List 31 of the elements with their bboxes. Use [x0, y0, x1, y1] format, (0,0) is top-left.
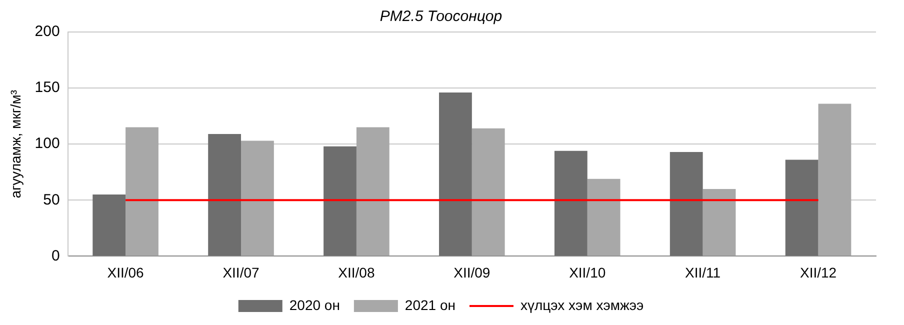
bar	[702, 188, 736, 256]
legend-label: хүлцэх хэм хэмжээ	[520, 296, 644, 313]
legend-label: 2021 он	[404, 296, 456, 313]
y-axis-title: агууламж, мкг/м³	[7, 90, 24, 198]
x-tick-label: XII/06	[107, 264, 144, 280]
bar	[241, 140, 274, 256]
bar	[126, 127, 158, 256]
x-tick-label: XII/08	[338, 264, 375, 280]
bar	[587, 178, 620, 256]
x-tick-label: XII/12	[800, 264, 837, 280]
legend-label: 2020 он	[289, 296, 340, 313]
bar	[439, 92, 472, 256]
bar	[818, 104, 852, 256]
x-tick-label: XII/07	[222, 264, 260, 280]
chart-title: PM2.5 Тоосонцор	[380, 8, 502, 26]
y-tick-label: 100	[34, 135, 60, 152]
bar	[92, 194, 126, 256]
x-tick-label: XII/10	[569, 264, 606, 280]
y-tick-label: 50	[43, 191, 60, 208]
bar	[554, 150, 588, 256]
y-tick-label: 200	[34, 23, 60, 40]
bar	[356, 127, 390, 256]
bar	[472, 128, 505, 256]
bar	[324, 146, 356, 256]
y-tick-label: 150	[34, 79, 60, 96]
bar	[785, 160, 818, 256]
bar	[670, 152, 703, 256]
x-tick-label: XII/09	[454, 264, 490, 280]
bar	[208, 134, 242, 256]
y-tick-label: 0	[51, 247, 60, 264]
x-tick-label: XII/11	[685, 264, 721, 280]
